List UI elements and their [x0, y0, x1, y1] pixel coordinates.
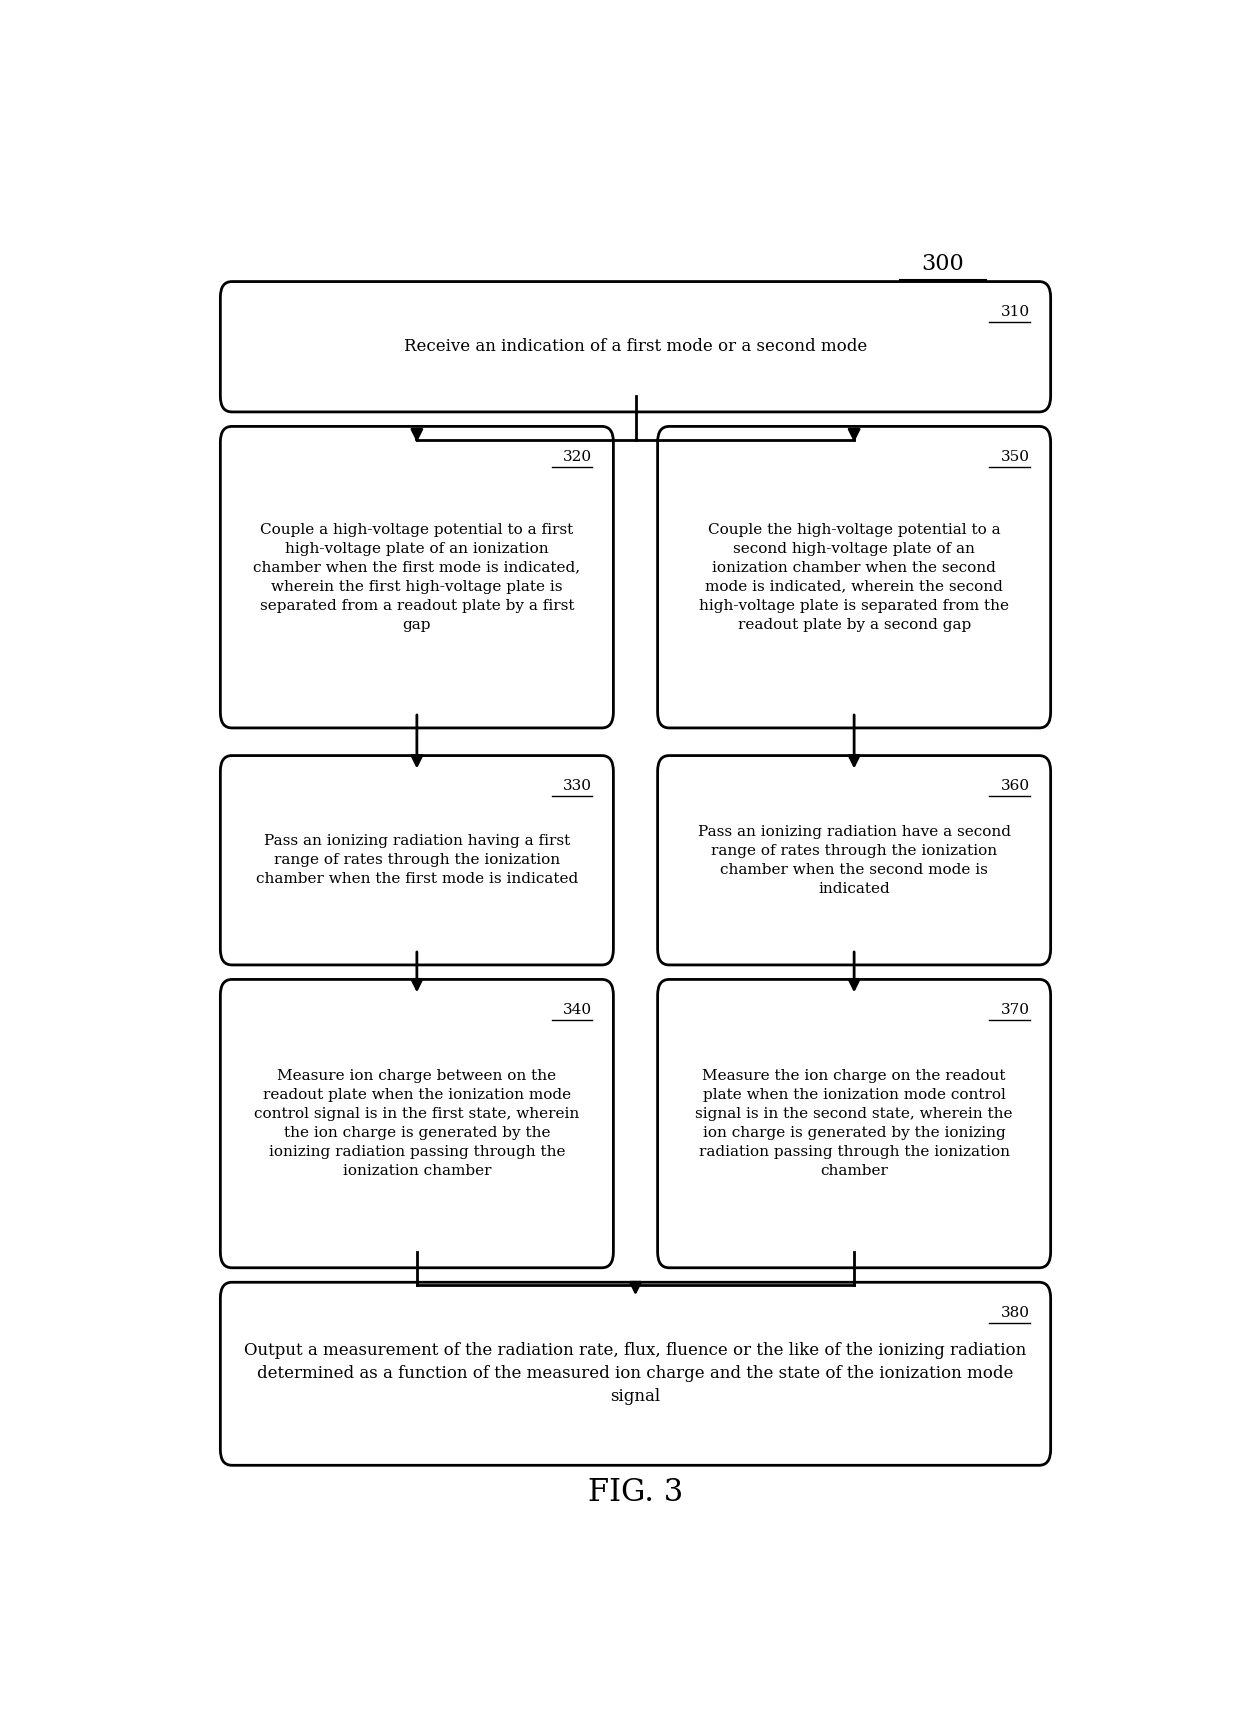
FancyBboxPatch shape [221, 282, 1050, 412]
FancyBboxPatch shape [221, 980, 614, 1267]
Text: 310: 310 [1001, 306, 1029, 320]
Text: 340: 340 [563, 1004, 593, 1017]
Text: Couple the high-voltage potential to a
second high-voltage plate of an
ionizatio: Couple the high-voltage potential to a s… [699, 523, 1009, 631]
FancyBboxPatch shape [657, 980, 1050, 1267]
Text: FIG. 3: FIG. 3 [588, 1477, 683, 1508]
Text: Measure the ion charge on the readout
plate when the ionization mode control
sig: Measure the ion charge on the readout pl… [696, 1069, 1013, 1178]
Text: Output a measurement of the radiation rate, flux, fluence or the like of the ion: Output a measurement of the radiation ra… [244, 1342, 1027, 1406]
FancyBboxPatch shape [221, 1282, 1050, 1465]
FancyBboxPatch shape [221, 426, 614, 728]
Text: Couple a high-voltage potential to a first
high-voltage plate of an ionization
c: Couple a high-voltage potential to a fir… [253, 523, 580, 631]
Text: Receive an indication of a first mode or a second mode: Receive an indication of a first mode or… [404, 339, 867, 356]
Text: Pass an ionizing radiation having a first
range of rates through the ionization
: Pass an ionizing radiation having a firs… [255, 834, 578, 886]
Text: 370: 370 [1001, 1004, 1029, 1017]
FancyBboxPatch shape [657, 426, 1050, 728]
FancyBboxPatch shape [657, 756, 1050, 964]
Text: 330: 330 [563, 780, 593, 793]
FancyBboxPatch shape [221, 756, 614, 964]
Text: 350: 350 [1001, 450, 1029, 463]
Text: Measure ion charge between on the
readout plate when the ionization mode
control: Measure ion charge between on the readou… [254, 1069, 579, 1178]
Text: 320: 320 [563, 450, 593, 463]
Text: 360: 360 [1001, 780, 1029, 793]
Text: 300: 300 [921, 253, 965, 275]
Text: 380: 380 [1001, 1306, 1029, 1320]
Text: Pass an ionizing radiation have a second
range of rates through the ionization
c: Pass an ionizing radiation have a second… [698, 824, 1011, 896]
